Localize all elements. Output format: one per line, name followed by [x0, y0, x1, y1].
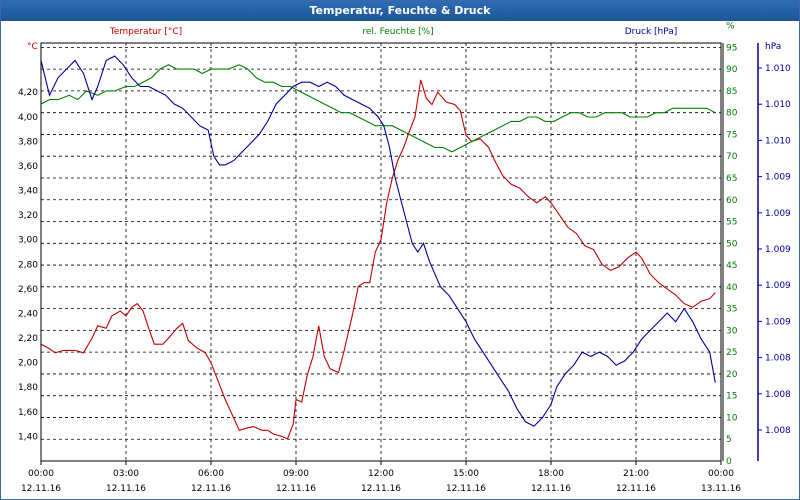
- humidity-tick-label: 25: [726, 348, 737, 358]
- temperature-tick-label: 1,60: [18, 408, 38, 418]
- temperature-unit-label: °C: [27, 42, 38, 52]
- temperature-tick-label: 2,60: [18, 285, 38, 295]
- grid-lines: [41, 43, 721, 461]
- temperature-tick-label: 1,40: [18, 432, 38, 442]
- pressure-unit-label: hPa: [765, 42, 781, 52]
- x-tick-label-date: 13.11.16: [701, 484, 741, 494]
- pressure-tick-label: 1.009: [765, 173, 791, 183]
- pressure-tick-label: 1.009: [765, 317, 791, 327]
- x-tick-label-time: 00:00: [708, 469, 734, 479]
- temperature-tick-label: 1,80: [18, 383, 38, 393]
- x-tick-label-date: 12.11.16: [616, 484, 656, 494]
- temperature-tick-label: 2,80: [18, 260, 38, 270]
- x-tick-label-time: 15:00: [453, 469, 479, 479]
- humidity-tick-label: 50: [726, 239, 738, 249]
- humidity-tick-label: 70: [726, 152, 738, 162]
- x-tick-label-time: 18:00: [538, 469, 564, 479]
- temperature-series-line: [40, 79, 716, 440]
- pressure-tick-label: 1.008: [765, 426, 791, 436]
- axes: [40, 42, 762, 465]
- x-tick-label-date: 12.11.16: [21, 484, 61, 494]
- humidity-tick-label: 35: [726, 305, 737, 315]
- humidity-tick-label: 90: [726, 65, 738, 75]
- pressure-tick-label: 1.009: [765, 281, 791, 291]
- pressure-tick-label: 1.009: [765, 209, 791, 219]
- pressure-tick-label: 1.008: [765, 390, 791, 400]
- humidity-tick-label: 85: [726, 87, 737, 97]
- x-tick-label-date: 12.11.16: [106, 484, 146, 494]
- temperature-tick-label: 3,20: [18, 211, 38, 221]
- pressure-tick-label: 1.009: [765, 245, 791, 255]
- chart-canvas: 00:00 12.11.16 03:00 12.11.16 06:00 12.11.16 0…: [18, 22, 791, 494]
- x-tick-label-date: 12.11.16: [361, 484, 401, 494]
- x-tick-label-time: 03:00: [113, 469, 139, 479]
- humidity-tick-label: %: [726, 22, 735, 32]
- x-tick-label-time: 00:00: [28, 469, 54, 479]
- series-lines: [40, 55, 716, 440]
- temperature-tick-label: 3,00: [18, 236, 38, 246]
- humidity-tick-label: 45: [726, 261, 737, 271]
- x-tick-label-time: 06:00: [198, 469, 224, 479]
- x-tick-label-time: 12:00: [368, 469, 394, 479]
- pressure-tick-label: 1.010: [765, 136, 791, 146]
- humidity-tick-label: 30: [726, 326, 738, 336]
- humidity-axis-title: rel. Feuchte [%]: [362, 27, 433, 37]
- temperature-tick-label: 2,40: [18, 309, 38, 319]
- x-tick-label-date: 12.11.16: [276, 484, 316, 494]
- humidity-tick-label: 40: [726, 283, 738, 293]
- temperature-tick-label: 4,20: [18, 88, 38, 98]
- pressure-tick-label: 1.008: [765, 354, 791, 364]
- temperature-tick-label: 2,20: [18, 334, 38, 344]
- humidity-tick-label: 65: [726, 174, 737, 184]
- temperature-tick-label: 3,60: [18, 162, 38, 172]
- humidity-tick-label: 10: [726, 413, 738, 423]
- window-title: Temperatur, Feuchte & Druck: [1, 1, 799, 21]
- humidity-tick-label: 5: [726, 435, 732, 445]
- humidity-tick-label: 0: [726, 457, 732, 467]
- x-tick-label-date: 12.11.16: [446, 484, 486, 494]
- humidity-tick-label: 20: [726, 370, 738, 380]
- humidity-tick-label: 55: [726, 218, 737, 228]
- x-tick-label-date: 12.11.16: [191, 484, 231, 494]
- humidity-tick-label: 60: [726, 196, 738, 206]
- x-tick-label-time: 09:00: [283, 469, 309, 479]
- humidity-tick-label: 95: [726, 43, 737, 53]
- temperature-tick-label: 2,00: [18, 359, 38, 369]
- pressure-axis-title: Druck [hPa]: [625, 27, 678, 37]
- pressure-tick-label: 1.010: [765, 100, 791, 110]
- humidity-tick-label: 75: [726, 130, 737, 140]
- x-tick-label-date: 12.11.16: [531, 484, 571, 494]
- pressure-series-line: [40, 55, 716, 427]
- pressure-tick-label: 1.010: [765, 64, 791, 74]
- humidity-tick-label: 80: [726, 109, 738, 119]
- temperature-tick-label: 3,40: [18, 187, 38, 197]
- temperature-axis-title: Temperatur [°C]: [109, 27, 182, 37]
- temperature-tick-label: 3,80: [18, 137, 38, 147]
- temperature-tick-label: 4,00: [18, 113, 38, 123]
- humidity-tick-label: 15: [726, 392, 737, 402]
- labels: 00:00 12.11.16 03:00 12.11.16 06:00 12.11.16 0…: [18, 22, 791, 494]
- x-tick-label-time: 21:00: [623, 469, 649, 479]
- humidity-series-line: [40, 64, 716, 153]
